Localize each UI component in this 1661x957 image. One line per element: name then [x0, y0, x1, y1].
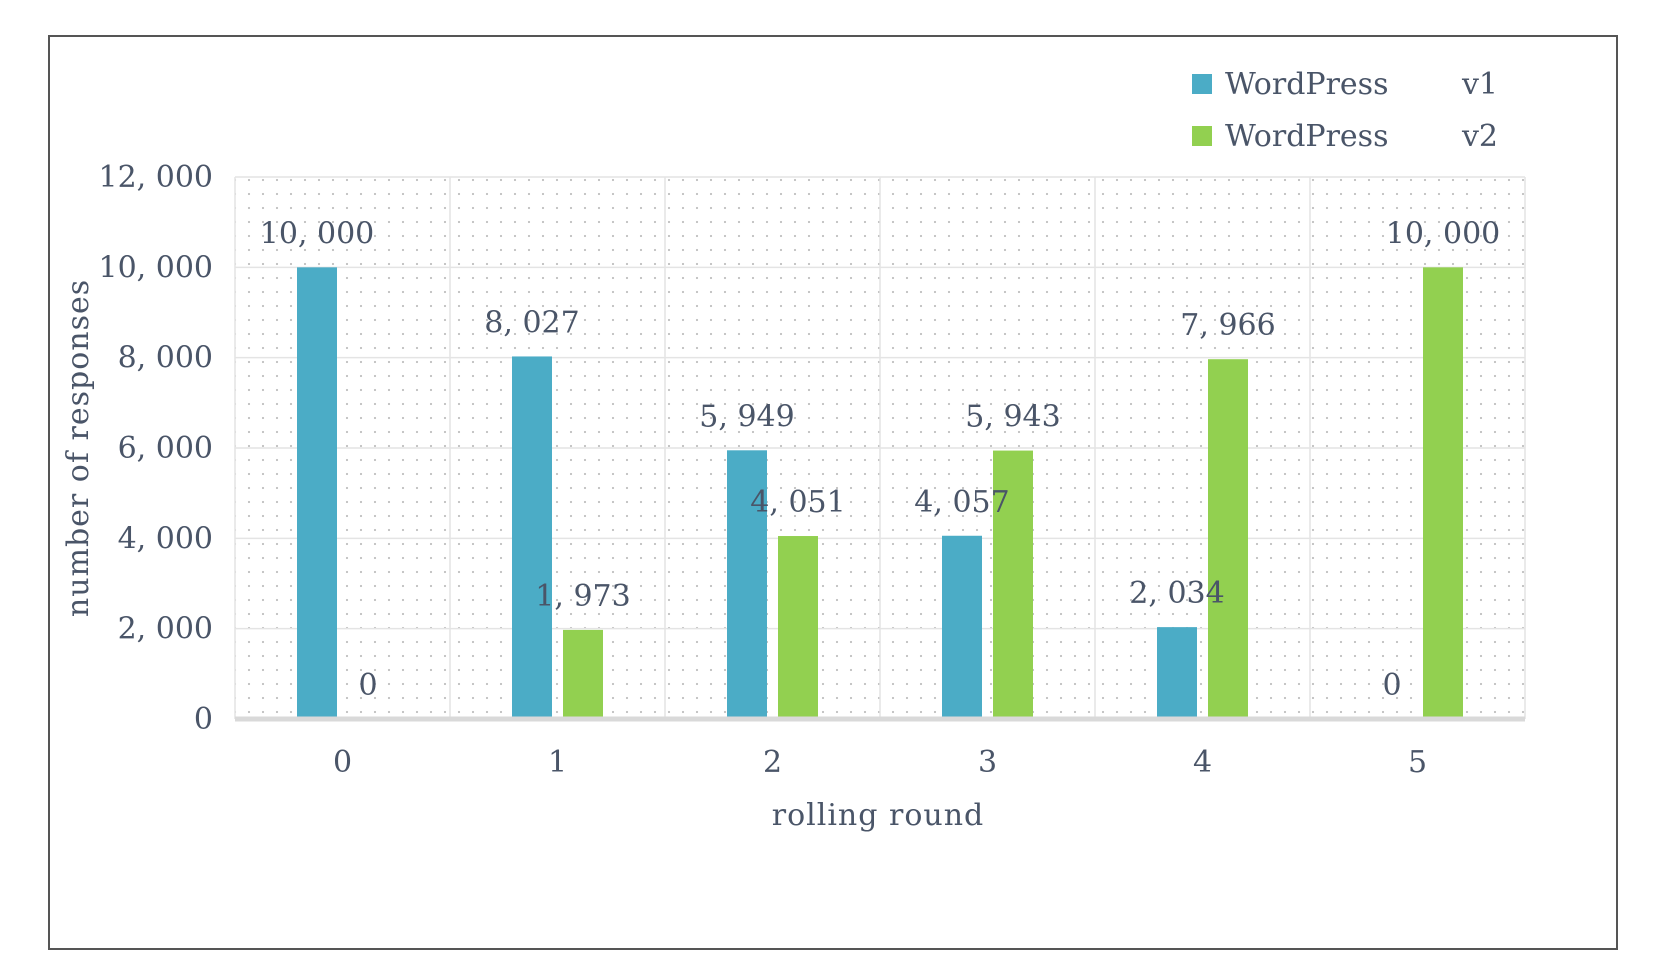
data-labels: 10, 000 8, 027 5, 949 4, 057 2, 034 0 0 1, 973 4… [260, 216, 1501, 703]
legend-version-v1: v1 [1461, 67, 1498, 102]
legend: WordPress v1 WordPress v2 [1192, 67, 1498, 154]
legend-label-v1: WordPress [1225, 67, 1388, 102]
legend-swatch-v2 [1192, 126, 1212, 146]
bars [297, 267, 1463, 719]
data-label-v1-5: 0 [1382, 668, 1401, 703]
legend-version-v2: v2 [1461, 119, 1498, 154]
legend-swatch-v1 [1192, 74, 1212, 94]
y-axis-title: number of responses [61, 279, 96, 617]
legend-label-v2: WordPress [1225, 119, 1388, 154]
y-tick-label: 2, 000 [118, 612, 213, 647]
y-tick-label: 6, 000 [118, 431, 213, 466]
data-label-v1-0: 10, 000 [260, 216, 375, 251]
bar-v2-5 [1423, 267, 1463, 719]
y-tick-label: 8, 000 [118, 341, 213, 376]
bar-v1-2 [727, 450, 767, 719]
bar-v2-2 [778, 536, 818, 719]
x-tick-label: 5 [1408, 745, 1427, 780]
y-tick-label: 10, 000 [98, 250, 213, 285]
x-tick-label: 4 [1193, 745, 1212, 780]
x-tick-label: 2 [763, 745, 782, 780]
data-label-v1-3: 4, 057 [914, 485, 1009, 520]
x-tick-label: 3 [978, 745, 997, 780]
data-label-v1-1: 8, 027 [484, 305, 579, 340]
data-label-v2-2: 4, 051 [750, 485, 845, 520]
y-axis-ticks: 0 2, 000 4, 000 6, 000 8, 000 10, 000 12, 000 [98, 160, 213, 737]
y-tick-label: 12, 000 [98, 160, 213, 195]
data-label-v1-2: 5, 949 [699, 399, 794, 434]
bar-v1-3 [942, 535, 982, 719]
bar-v2-4 [1208, 359, 1248, 719]
data-label-v2-0: 0 [358, 668, 377, 703]
y-tick-label: 0 [194, 702, 213, 737]
x-tick-label: 1 [548, 745, 567, 780]
bar-v1-0 [297, 267, 337, 719]
x-axis-ticks: 0 1 2 3 4 5 [333, 745, 1427, 780]
bar-v1-4 [1157, 627, 1197, 719]
data-label-v2-4: 7, 966 [1180, 308, 1275, 343]
legend-item-v2: WordPress v2 [1192, 119, 1498, 154]
data-label-v2-5: 10, 000 [1386, 216, 1501, 251]
bar-chart: 10, 000 8, 027 5, 949 4, 057 2, 034 0 0 1, 973 4… [61, 67, 1526, 833]
data-label-v2-3: 5, 943 [965, 400, 1060, 435]
x-axis-title: rolling round [772, 798, 985, 833]
bar-v1-1 [512, 356, 552, 719]
legend-item-v1: WordPress v1 [1192, 67, 1498, 102]
data-label-v2-1: 1, 973 [535, 579, 630, 614]
y-tick-label: 4, 000 [118, 521, 213, 556]
x-tick-label: 0 [333, 745, 352, 780]
data-label-v1-4: 2, 034 [1129, 576, 1224, 611]
bar-v2-3 [993, 450, 1033, 719]
bar-v2-1 [563, 629, 603, 719]
chart-frame: 10, 000 8, 027 5, 949 4, 057 2, 034 0 0 1, 973 4… [48, 35, 1618, 950]
gridlines [234, 176, 1526, 719]
